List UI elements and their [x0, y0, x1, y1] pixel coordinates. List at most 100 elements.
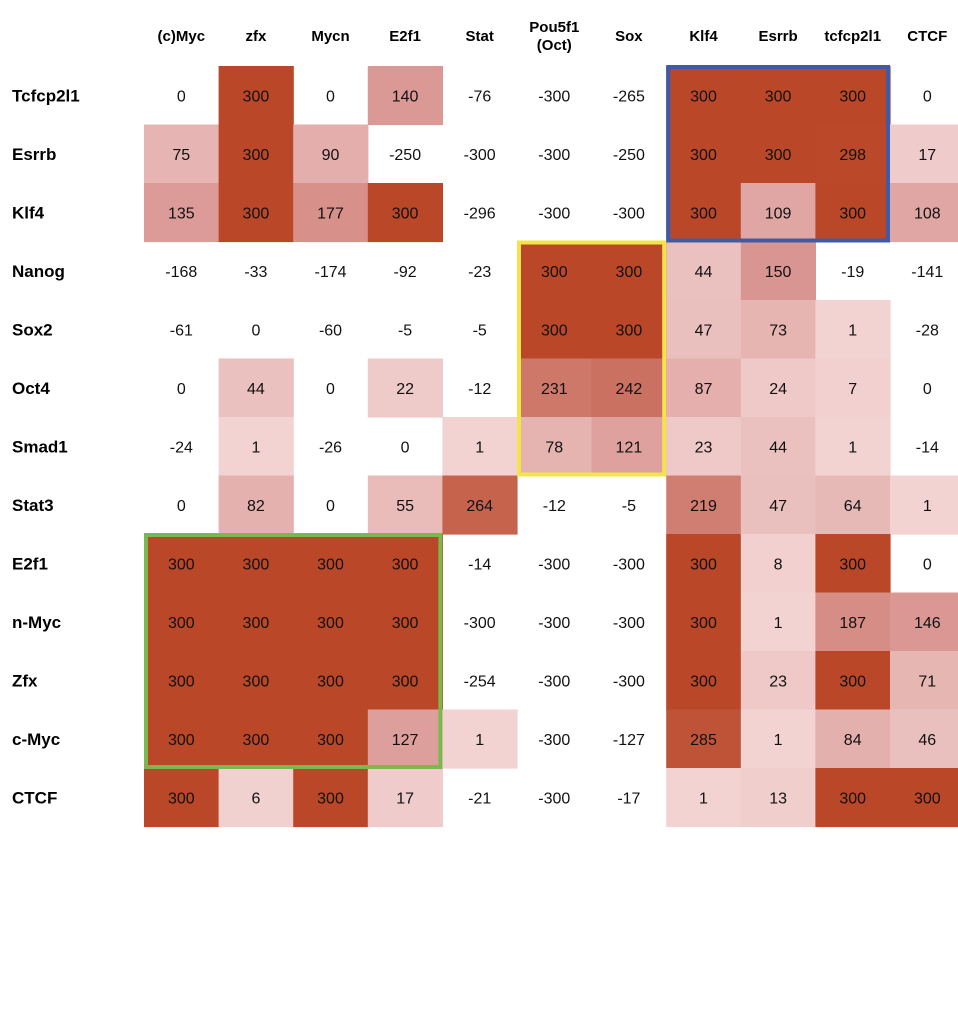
heatmap-cell	[293, 768, 369, 828]
cell-value-label: 300	[243, 147, 270, 164]
cell-value-label: -26	[319, 439, 342, 456]
heatmap-cell	[666, 768, 742, 828]
cell-value-label: 84	[844, 732, 862, 749]
cell-value-label: 0	[326, 88, 335, 105]
cell-value-label: 300	[317, 615, 344, 632]
cell-value-label: 300	[839, 205, 866, 222]
cell-value-label: -300	[538, 732, 570, 749]
cell-value-label: -300	[538, 615, 570, 632]
cell-value-label: -300	[613, 556, 645, 573]
heatmap-cell	[740, 534, 816, 594]
heatmap-cell	[890, 124, 958, 184]
cell-value-label: -19	[841, 264, 864, 281]
row-label-c-myc: c-Myc	[12, 730, 60, 749]
heatmap-cell	[815, 66, 891, 126]
heatmap-cell	[740, 417, 816, 477]
heatmap-cell	[367, 183, 443, 243]
heatmap-cell	[367, 709, 443, 769]
cell-value-label: 1	[848, 322, 857, 339]
column-label-zfx: zfx	[245, 28, 266, 45]
cell-value-label: 23	[769, 673, 787, 690]
cell-value-label: 135	[168, 205, 195, 222]
cell-value-label: 121	[616, 439, 643, 456]
cell-value-label: 0	[326, 498, 335, 515]
column-label-e2f1: E2f1	[389, 28, 421, 45]
heatmap-cell	[517, 241, 593, 301]
heatmap-cell	[517, 300, 593, 360]
cell-value-label: 285	[690, 732, 717, 749]
heatmap-cell	[218, 768, 294, 828]
cell-value-label: 300	[914, 790, 941, 807]
heatmap-cell	[666, 592, 742, 652]
cell-value-label: 187	[839, 615, 866, 632]
cell-value-label: 0	[401, 439, 410, 456]
cell-value-label: 46	[918, 732, 936, 749]
cell-value-label: 0	[177, 498, 186, 515]
heatmap-cell	[666, 183, 742, 243]
cell-value-label: -168	[165, 264, 197, 281]
cell-value-label: -28	[916, 322, 939, 339]
row-label-stat3: Stat3	[12, 496, 54, 515]
row-label-oct4: Oct4	[12, 379, 50, 398]
heatmap-cell	[367, 475, 443, 535]
heatmap-cell	[442, 417, 518, 477]
cell-value-label: 300	[243, 673, 270, 690]
heatmap-cell	[517, 358, 593, 418]
heatmap-cell	[144, 534, 220, 594]
cell-value-label: 231	[541, 381, 568, 398]
cell-value-label: -14	[916, 439, 939, 456]
column-label-ctcf: CTCF	[907, 28, 947, 45]
cell-value-label: 300	[317, 673, 344, 690]
row-label-esrrb: Esrrb	[12, 145, 56, 164]
heatmap-cell	[293, 534, 369, 594]
cell-value-label: -33	[244, 264, 267, 281]
heatmap-cell	[144, 124, 220, 184]
cell-value-label: 1	[699, 790, 708, 807]
cell-value-label: 300	[690, 147, 717, 164]
cell-value-label: 47	[695, 322, 713, 339]
cell-value-label: 300	[392, 556, 419, 573]
heatmap-cell	[815, 709, 891, 769]
cell-value-label: 300	[839, 790, 866, 807]
cell-value-label: 177	[317, 205, 344, 222]
heatmap-cells	[144, 66, 958, 828]
cell-value-label: -300	[538, 147, 570, 164]
heatmap-cell	[740, 66, 816, 126]
cell-value-label: 0	[177, 381, 186, 398]
cell-value-label: 17	[396, 790, 414, 807]
cell-value-label: 0	[251, 322, 260, 339]
cell-value-label: 300	[541, 322, 568, 339]
cell-value-label: 219	[690, 498, 717, 515]
cell-value-label: 82	[247, 498, 265, 515]
cell-value-label: 23	[695, 439, 713, 456]
heatmap-cell	[367, 592, 443, 652]
cell-value-label: 75	[172, 147, 190, 164]
cell-value-label: -17	[617, 790, 640, 807]
column-label-stat: Stat	[466, 28, 494, 45]
cell-value-label: 78	[545, 439, 563, 456]
heatmap-cell	[666, 475, 742, 535]
row-label-tcfcp2l1: Tcfcp2l1	[12, 86, 80, 105]
heatmap-cell	[591, 417, 667, 477]
heatmap-cell	[890, 592, 958, 652]
cell-value-label: 1	[774, 615, 783, 632]
heatmap-cell	[666, 66, 742, 126]
heatmap-cell	[815, 768, 891, 828]
heatmap-cell	[740, 651, 816, 711]
cell-value-label: 300	[168, 673, 195, 690]
heatmap-cell	[218, 592, 294, 652]
heatmap-cell	[442, 475, 518, 535]
cell-value-label: 300	[765, 88, 792, 105]
heatmap-cell	[218, 534, 294, 594]
cell-value-label: 300	[839, 88, 866, 105]
heatmap-cell	[666, 534, 742, 594]
cell-value-label: 300	[839, 556, 866, 573]
cell-value-label: 87	[695, 381, 713, 398]
cell-value-label: 150	[765, 264, 792, 281]
cell-value-label: -250	[613, 147, 645, 164]
cell-value-label: 300	[392, 205, 419, 222]
heatmap-cell	[517, 417, 593, 477]
heatmap-cell	[144, 651, 220, 711]
cell-value-label: 6	[251, 790, 260, 807]
heatmap-cell	[666, 124, 742, 184]
